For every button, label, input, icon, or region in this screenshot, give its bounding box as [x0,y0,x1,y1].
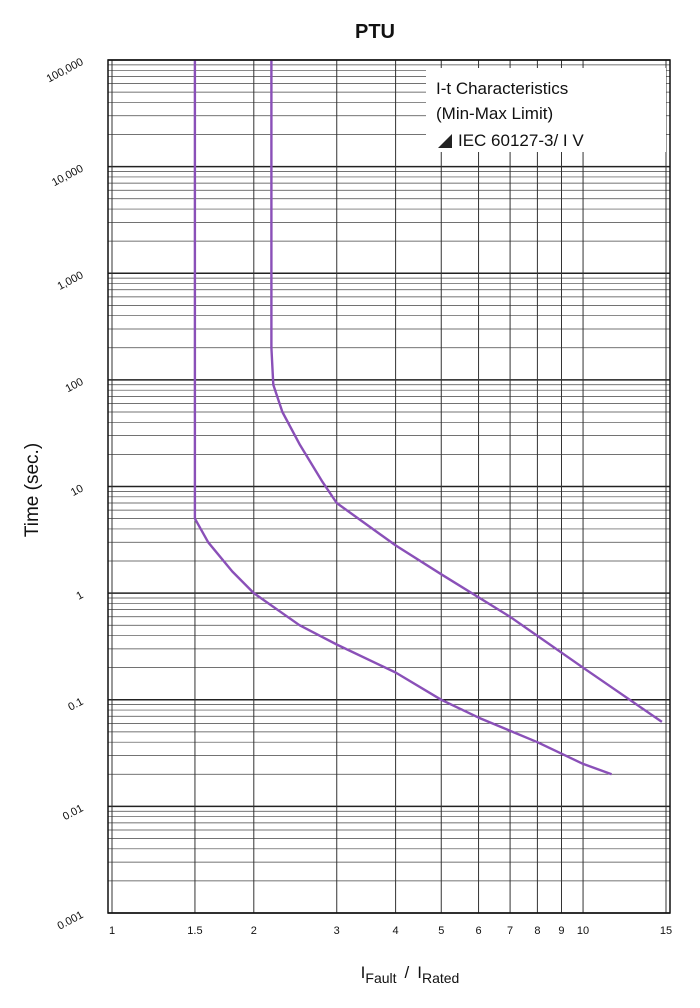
marks [193,60,663,776]
y-axis-label: Time (sec.) [22,443,43,537]
x-axis-label: IFault / IRated [361,963,460,986]
x-tick-label: 10 [577,925,589,937]
x-tick-label: 1 [109,925,115,937]
chart-title: PTU [355,21,395,43]
x-tick-label: 15 [660,925,672,937]
y-tick-label: 10 [69,483,85,499]
series-line [270,60,663,723]
x-tick-label: 9 [558,925,564,937]
annotation-line: IEC 60127-3/ I V [458,131,584,150]
annotation-line: I-t Characteristics [436,79,568,98]
x-tick-label: 5 [438,925,444,937]
x-label-part: I [361,963,366,982]
annotation-box [426,68,666,152]
series-line [193,60,613,776]
x-tick-label: 3 [334,925,340,937]
x-tick-label: 2 [251,925,257,937]
annotation-line: (Min-Max Limit) [436,104,553,123]
x-tick-label: 6 [475,925,481,937]
x-tick-label: 1.5 [187,925,202,937]
x-tick-label: 7 [507,925,513,937]
triangle-icon [438,134,452,148]
x-label-part: Rated [422,970,459,986]
y-tick-label: 1 [74,589,85,602]
x-tick-label: 4 [393,925,399,937]
x-label-part: I [417,963,422,982]
grid [108,59,670,914]
plot-frame [107,59,671,914]
x-tick-label: 8 [534,925,540,937]
x-label-part: Fault [365,970,396,986]
x-label-part: / [405,963,410,982]
